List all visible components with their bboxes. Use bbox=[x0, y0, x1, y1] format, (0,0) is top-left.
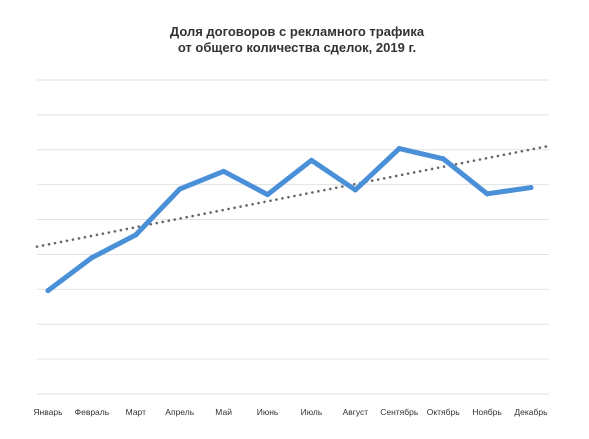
data-point-Сентябрь bbox=[396, 146, 402, 152]
series-layer bbox=[45, 146, 534, 294]
data-point-Ноябрь bbox=[484, 191, 490, 197]
x-tick-label: Январь bbox=[33, 407, 63, 417]
data-point-Июль bbox=[308, 157, 314, 163]
x-tick-label: Декабрь bbox=[514, 407, 548, 417]
x-tick-label: Ноябрь bbox=[472, 407, 502, 417]
data-point-Август bbox=[352, 187, 358, 193]
trendline-layer bbox=[35, 144, 551, 248]
series-line-0 bbox=[45, 146, 534, 294]
x-axis-tick-labels: Январь Февраль Март Апрель Май Июнь Июль Август… bbox=[33, 407, 548, 417]
x-tick-label: Май bbox=[215, 407, 232, 417]
x-tick-label: Март bbox=[126, 407, 146, 417]
x-tick-label: Октябрь bbox=[427, 407, 461, 417]
x-tick-label: Сентябрь bbox=[380, 407, 419, 417]
data-point-Январь bbox=[45, 288, 51, 294]
x-tick-label: Август bbox=[343, 407, 369, 417]
x-tick-label: Апрель bbox=[165, 407, 194, 417]
data-point-Июнь bbox=[265, 192, 271, 198]
chart-title-line-1: Доля договоров с рекламного трафика bbox=[170, 24, 425, 39]
gridlines bbox=[37, 79, 549, 395]
trendline bbox=[35, 144, 551, 248]
data-point-Февраль bbox=[89, 255, 95, 261]
x-tick-label: Июнь bbox=[257, 407, 279, 417]
data-point-Октябрь bbox=[440, 156, 446, 162]
data-point-Май bbox=[221, 168, 227, 174]
data-point-Апрель bbox=[177, 186, 183, 192]
data-point-Декабрь bbox=[528, 185, 534, 191]
chart-title-line-2: от общего количества сделок, 2019 г. bbox=[178, 40, 416, 55]
data-point-Март bbox=[133, 232, 139, 238]
x-tick-label: Июль bbox=[301, 407, 323, 417]
x-tick-label: Февраль bbox=[75, 407, 110, 417]
